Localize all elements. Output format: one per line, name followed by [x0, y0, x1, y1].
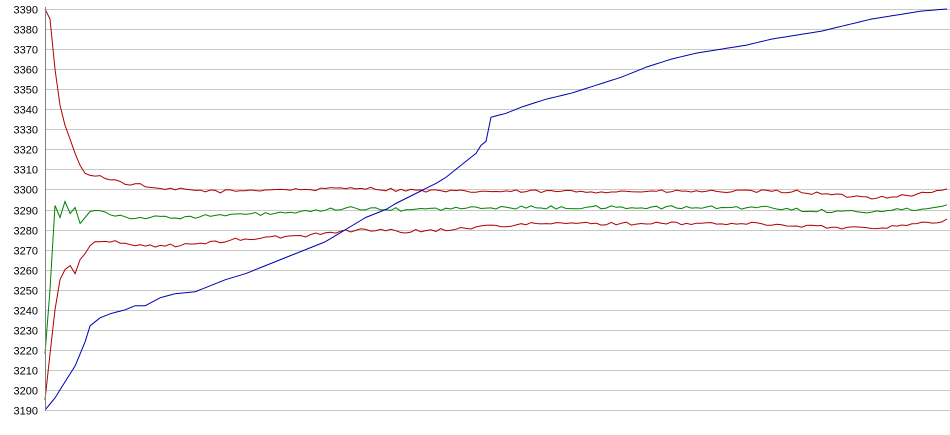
y-tick-label: 3390: [14, 5, 38, 17]
y-axis-tick-labels: 3390 3380 3370 3360 3350 3340 3330 3320 3310 3300…: [14, 5, 38, 418]
y-tick-label: 3240: [14, 306, 38, 318]
series-lines: [44, 8, 948, 411]
series-line-4: [44, 8, 948, 411]
series-line-1: [44, 8, 948, 200]
y-tick-label: 3380: [14, 25, 38, 37]
y-tick-label: 3200: [14, 386, 38, 398]
y-tick-label: 3330: [14, 125, 38, 137]
y-tick-label: 3210: [14, 366, 38, 378]
y-tick-label: 3270: [14, 246, 38, 258]
y-tick-label: 3190: [14, 406, 38, 418]
series-line-3: [44, 218, 948, 401]
y-tick-label: 3280: [14, 226, 38, 238]
y-tick-label: 3220: [14, 346, 38, 358]
y-tick-label: 3360: [14, 65, 38, 77]
series-line-2: [44, 200, 948, 354]
y-tick-label: 3230: [14, 326, 38, 338]
y-tick-label: 3370: [14, 45, 38, 57]
y-tick-label: 3310: [14, 165, 38, 177]
y-tick-label: 3290: [14, 206, 38, 218]
y-tick-label: 3250: [14, 286, 38, 298]
grid-lines: [45, 9, 950, 411]
y-tick-label: 3350: [14, 85, 38, 97]
y-tick-label: 3320: [14, 145, 38, 157]
y-tick-label: 3340: [14, 105, 38, 117]
y-tick-label: 3260: [14, 266, 38, 278]
y-tick-label: 3300: [14, 185, 38, 197]
